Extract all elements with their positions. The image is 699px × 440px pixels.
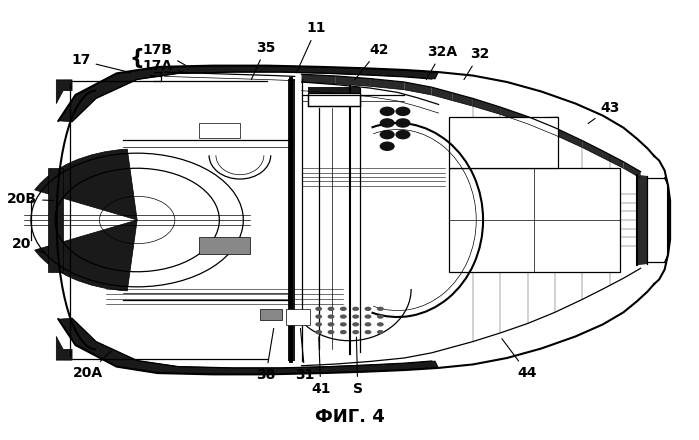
Polygon shape <box>624 162 640 178</box>
Circle shape <box>315 322 322 326</box>
Text: 43: 43 <box>588 101 619 124</box>
Text: 31: 31 <box>295 328 315 382</box>
Polygon shape <box>336 76 370 86</box>
Circle shape <box>365 330 371 334</box>
Bar <box>449 168 620 272</box>
Circle shape <box>315 330 322 334</box>
Polygon shape <box>57 337 72 360</box>
Text: {: { <box>129 48 144 68</box>
Circle shape <box>352 307 359 311</box>
Wedge shape <box>35 220 137 291</box>
Polygon shape <box>500 107 528 124</box>
Circle shape <box>377 322 384 326</box>
Circle shape <box>352 322 359 326</box>
Circle shape <box>315 315 322 319</box>
Text: 17B: 17B <box>143 43 186 66</box>
Bar <box>287 309 310 325</box>
Circle shape <box>365 315 371 319</box>
Polygon shape <box>473 99 500 114</box>
Bar <box>288 80 295 360</box>
Circle shape <box>340 307 347 311</box>
Polygon shape <box>432 87 452 101</box>
Bar <box>449 117 559 168</box>
Text: 42: 42 <box>354 43 389 80</box>
Circle shape <box>328 307 334 311</box>
Bar <box>199 237 250 254</box>
Polygon shape <box>404 82 432 95</box>
Circle shape <box>328 315 334 319</box>
Circle shape <box>340 322 347 326</box>
Circle shape <box>380 118 395 128</box>
Circle shape <box>340 315 347 319</box>
Circle shape <box>315 307 322 311</box>
Bar <box>261 309 282 320</box>
Polygon shape <box>452 93 473 106</box>
Circle shape <box>380 130 395 139</box>
Text: S: S <box>353 337 363 396</box>
Polygon shape <box>59 318 438 374</box>
Circle shape <box>380 142 395 151</box>
Circle shape <box>352 315 359 319</box>
Circle shape <box>396 130 410 139</box>
Text: 41: 41 <box>311 337 331 396</box>
Circle shape <box>365 307 371 311</box>
Text: ФИГ. 4: ФИГ. 4 <box>315 407 384 425</box>
Circle shape <box>377 307 384 311</box>
Polygon shape <box>370 79 404 90</box>
Text: 32: 32 <box>464 47 489 80</box>
Bar <box>308 87 360 95</box>
Text: 20B: 20B <box>7 192 54 206</box>
Polygon shape <box>57 80 72 103</box>
Polygon shape <box>582 141 603 158</box>
Circle shape <box>396 118 410 128</box>
Circle shape <box>352 330 359 334</box>
Polygon shape <box>637 175 647 265</box>
Polygon shape <box>603 151 624 168</box>
Bar <box>308 93 360 106</box>
Text: 11: 11 <box>297 21 326 71</box>
Text: 38: 38 <box>257 328 275 382</box>
Circle shape <box>380 106 395 116</box>
Text: 17A: 17A <box>143 59 189 73</box>
Circle shape <box>377 315 384 319</box>
Polygon shape <box>301 74 336 84</box>
Bar <box>48 168 63 272</box>
Circle shape <box>328 330 334 334</box>
Text: 20A: 20A <box>73 351 111 380</box>
Text: 17: 17 <box>71 53 131 73</box>
Text: 35: 35 <box>252 40 275 80</box>
Polygon shape <box>59 66 438 122</box>
Circle shape <box>396 106 410 116</box>
Circle shape <box>365 322 371 326</box>
Text: 44: 44 <box>502 339 538 380</box>
Polygon shape <box>528 117 555 135</box>
Wedge shape <box>35 149 137 220</box>
Bar <box>199 123 240 138</box>
Polygon shape <box>555 128 582 147</box>
Text: 20: 20 <box>13 237 45 253</box>
Circle shape <box>340 330 347 334</box>
Circle shape <box>328 322 334 326</box>
Circle shape <box>377 330 384 334</box>
Text: 32A: 32A <box>426 45 457 80</box>
